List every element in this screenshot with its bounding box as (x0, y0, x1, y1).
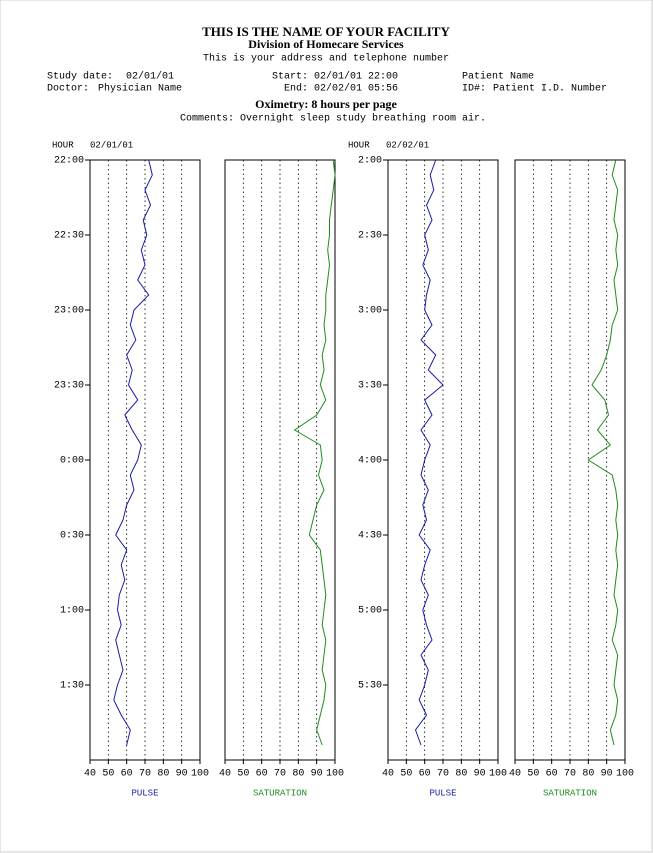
end: 02/02/01 05:56 (314, 83, 398, 95)
x-tick-label: 70 (139, 769, 151, 780)
x-tick-label: 80 (292, 769, 304, 780)
id-label: ID#: (462, 84, 486, 95)
x-tick-label: 40 (509, 769, 521, 780)
end-label: End: (284, 83, 308, 95)
division: Division of Homecare Services (248, 37, 404, 51)
address: This is your address and telephone numbe… (203, 53, 449, 65)
x-tick-label: 60 (256, 769, 268, 780)
x-tick-label: 70 (437, 769, 449, 780)
y-tick-label: 5:30 (358, 681, 382, 692)
y-tick-label: 0:30 (60, 531, 84, 542)
date-label: 02/01/01 (90, 140, 133, 150)
patient-name: Patient Name (462, 71, 534, 83)
x-tick-label: 40 (219, 769, 231, 780)
y-tick-label: 4:00 (358, 456, 382, 467)
x-tick-label: 100 (616, 769, 634, 780)
y-tick-label: 1:30 (60, 681, 84, 692)
facility-name: THIS IS THE NAME OF YOUR FACILITY (202, 24, 450, 39)
x-tick-label: 80 (582, 769, 594, 780)
x-tick-label: 60 (546, 769, 558, 780)
series-label: PULSE (131, 788, 158, 798)
y-tick-label: 2:30 (358, 231, 382, 242)
series-label: SATURATION (543, 788, 597, 798)
x-tick-label: 90 (601, 769, 613, 780)
y-tick-label: 4:30 (358, 531, 382, 542)
doctor: Physician Name (98, 83, 182, 95)
study-date: 02/01/01 (126, 71, 174, 83)
date-label: 02/02/01 (386, 140, 429, 150)
x-tick-label: 50 (400, 769, 412, 780)
x-tick-label: 60 (419, 769, 431, 780)
series-label: SATURATION (253, 788, 307, 798)
x-tick-label: 100 (191, 769, 209, 780)
trace (587, 159, 619, 746)
x-tick-label: 80 (455, 769, 467, 780)
doctor-label: Doctor: (47, 84, 89, 95)
x-tick-label: 90 (176, 769, 188, 780)
hour-label: HOUR (348, 140, 370, 150)
x-tick-label: 50 (527, 769, 539, 780)
patient-id: Patient I.D. Number (493, 83, 607, 95)
study-date-label: Study date: (47, 71, 113, 83)
y-tick-label: 5:00 (358, 606, 382, 617)
y-tick-label: 23:00 (54, 306, 84, 317)
x-tick-label: 70 (274, 769, 286, 780)
y-tick-label: 2:00 (358, 156, 382, 167)
y-tick-label: 0:00 (60, 456, 84, 467)
comments: Overnight sleep study breathing room air… (240, 113, 486, 125)
x-tick-label: 80 (157, 769, 169, 780)
trace (293, 159, 336, 746)
y-tick-label: 23:30 (54, 381, 84, 392)
x-tick-label: 40 (382, 769, 394, 780)
y-tick-label: 1:00 (60, 606, 84, 617)
series-label: PULSE (429, 788, 456, 798)
y-tick-label: 3:30 (358, 381, 382, 392)
y-tick-label: 22:00 (54, 156, 84, 167)
comments-label: Comments: (180, 114, 234, 125)
y-tick-label: 3:00 (358, 306, 382, 317)
x-tick-label: 60 (121, 769, 133, 780)
x-tick-label: 50 (102, 769, 114, 780)
x-tick-label: 100 (489, 769, 507, 780)
x-tick-label: 90 (311, 769, 323, 780)
hour-label: HOUR (52, 140, 74, 150)
y-tick-label: 22:30 (54, 231, 84, 242)
x-tick-label: 40 (84, 769, 96, 780)
start: 02/01/01 22:00 (314, 71, 398, 83)
x-tick-label: 90 (474, 769, 486, 780)
x-tick-label: 100 (326, 769, 344, 780)
report-title: Oximetry: 8 hours per page (255, 97, 397, 111)
start-label: Start: (272, 72, 308, 83)
x-tick-label: 50 (237, 769, 249, 780)
trace (414, 159, 444, 746)
x-tick-label: 70 (564, 769, 576, 780)
trace (113, 159, 153, 746)
